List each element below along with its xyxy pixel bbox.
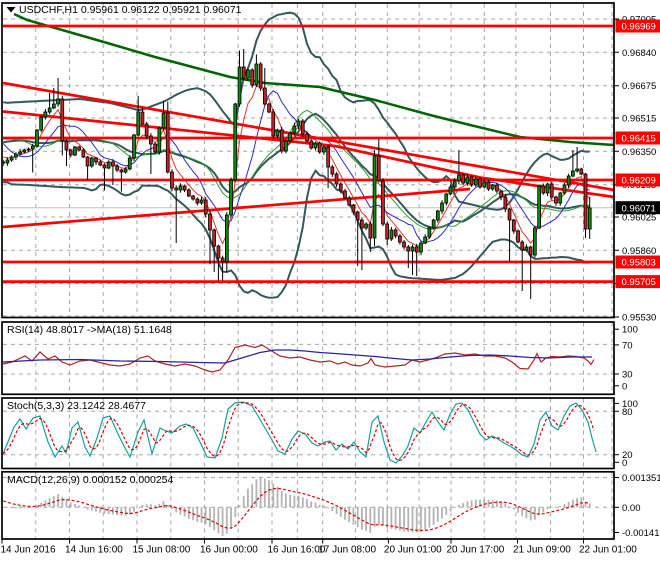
svg-text:USDCHF,H1 0.95961 0.96122 0.9: USDCHF,H1 0.95961 0.96122 0.95921 0.9607… (19, 4, 242, 16)
svg-text:Stoch(5,3,3) 23.1242 28.4677: Stoch(5,3,3) 23.1242 28.4677 (7, 400, 146, 412)
svg-text:100: 100 (622, 325, 638, 336)
svg-text:20 Jun 01:00: 20 Jun 01:00 (384, 545, 442, 556)
svg-text:70: 70 (622, 340, 633, 351)
svg-text:30: 30 (622, 370, 633, 381)
svg-text:0.95803: 0.95803 (622, 258, 656, 269)
svg-text:0.96969: 0.96969 (622, 22, 656, 33)
svg-text:17 Jun 08:00: 17 Jun 08:00 (318, 545, 376, 556)
svg-text:14 Jun 2016: 14 Jun 2016 (1, 545, 56, 556)
svg-text:0.001351: 0.001351 (622, 473, 660, 484)
svg-text:16 Jun 00:00: 16 Jun 00:00 (200, 545, 258, 556)
svg-text:-0.001416: -0.001416 (622, 528, 660, 539)
svg-text:0.96209: 0.96209 (622, 176, 656, 187)
svg-text:0.96071: 0.96071 (622, 203, 656, 214)
svg-text:16 Jun 16:00: 16 Jun 16:00 (268, 545, 326, 556)
svg-text:0.00: 0.00 (622, 503, 641, 514)
svg-text:0.96840: 0.96840 (622, 48, 656, 59)
svg-text:22 Jun 01:00: 22 Jun 01:00 (579, 545, 637, 556)
svg-text:0.96515: 0.96515 (622, 114, 656, 125)
svg-text:0.95860: 0.95860 (622, 246, 656, 257)
svg-text:MACD(12,26,9) 0.000152 0.00025: MACD(12,26,9) 0.000152 0.000254 (7, 474, 174, 486)
svg-text:RSI(14) 48.8017 ->MA(18) 51.1: RSI(14) 48.8017 ->MA(18) 51.1648 (7, 324, 172, 336)
svg-text:80: 80 (622, 407, 633, 418)
svg-text:0.95530: 0.95530 (622, 313, 656, 324)
svg-text:0.96675: 0.96675 (622, 81, 656, 92)
svg-text:0.96350: 0.96350 (622, 147, 656, 158)
svg-text:0: 0 (622, 381, 627, 392)
svg-text:0.95705: 0.95705 (622, 277, 656, 288)
svg-text:20 Jun 17:00: 20 Jun 17:00 (447, 545, 505, 556)
svg-text:0.96415: 0.96415 (622, 134, 656, 145)
svg-text:21 Jun 09:00: 21 Jun 09:00 (513, 545, 571, 556)
svg-text:14 Jun 16:00: 14 Jun 16:00 (65, 545, 123, 556)
svg-text:15 Jun 08:00: 15 Jun 08:00 (133, 545, 191, 556)
svg-text:0: 0 (622, 458, 627, 469)
